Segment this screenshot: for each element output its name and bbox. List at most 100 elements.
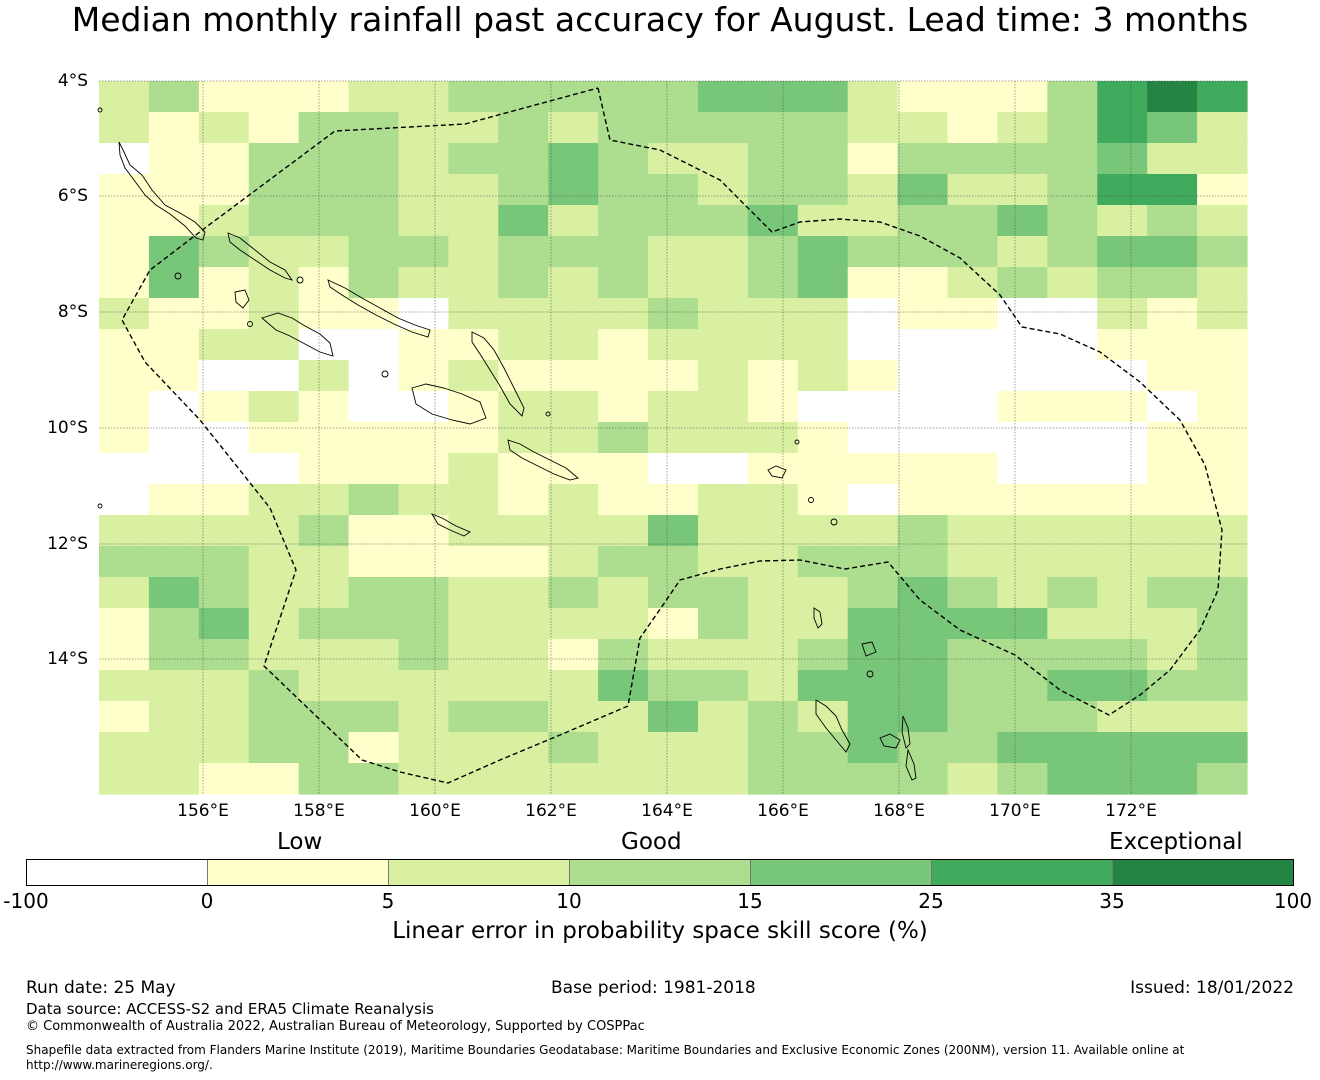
skill-cell	[498, 546, 549, 578]
skill-cell	[99, 763, 150, 795]
skill-cell	[548, 422, 599, 454]
skill-cell	[1197, 763, 1248, 795]
skill-cell	[648, 391, 699, 423]
skill-cell	[348, 391, 400, 423]
skill-cell	[947, 205, 999, 237]
skill-cell	[697, 670, 749, 702]
skill-cell	[797, 732, 849, 764]
skill-cell	[997, 608, 1048, 640]
skill-cell	[747, 484, 799, 516]
data-source: Data source: ACCESS-S2 and ERA5 Climate …	[26, 1000, 434, 1018]
skill-cell	[598, 763, 649, 795]
skill-cell	[298, 608, 350, 640]
skill-cell	[1197, 670, 1248, 702]
skill-cell	[1147, 298, 1198, 330]
skill-cell	[648, 515, 699, 547]
skill-cell	[148, 267, 200, 299]
skill-cell	[248, 422, 300, 454]
skill-cell	[1197, 81, 1248, 113]
skill-cell	[697, 732, 749, 764]
skill-cell	[498, 143, 549, 175]
skill-cell	[1147, 453, 1198, 485]
skill-cell	[797, 484, 849, 516]
skill-cell	[498, 112, 549, 144]
skill-cell	[99, 112, 150, 144]
skill-cell	[747, 577, 799, 609]
lat-label: 10°S	[47, 418, 88, 438]
skill-cell	[797, 639, 849, 671]
skill-cell	[498, 639, 549, 671]
new-georgia-island	[261, 312, 334, 357]
lat-label: 8°S	[57, 302, 88, 322]
skill-cell	[1147, 174, 1198, 206]
skill-cell	[198, 763, 250, 795]
skill-cell	[448, 453, 499, 485]
skill-cell	[348, 546, 400, 578]
skill-cell	[248, 577, 300, 609]
malekula-island	[879, 733, 901, 749]
skill-cell	[248, 515, 300, 547]
skill-cell	[997, 484, 1048, 516]
skill-cell	[1197, 143, 1248, 175]
skill-cell	[598, 81, 649, 113]
colorbar-tick: 0	[200, 889, 214, 913]
skill-cell	[947, 112, 999, 144]
skill-cell	[99, 732, 150, 764]
banks-islands	[861, 641, 877, 657]
skill-cell	[198, 112, 250, 144]
skill-cell	[398, 298, 449, 330]
skill-cell	[648, 763, 699, 795]
colorbar-tick: 5	[381, 889, 395, 913]
skill-cell	[348, 174, 400, 206]
skill-cell	[1197, 453, 1248, 485]
skill-cell	[298, 639, 350, 671]
skill-cell	[1147, 546, 1198, 578]
skill-cell	[298, 484, 350, 516]
skill-cell	[947, 763, 999, 795]
lon-label: 160°E	[409, 801, 461, 821]
skill-cell	[648, 484, 699, 516]
skill-cell	[198, 360, 250, 392]
skill-map	[97, 80, 1248, 795]
skill-cell	[498, 484, 549, 516]
skill-cell	[99, 267, 150, 299]
skill-cell	[198, 639, 250, 671]
skill-cell	[648, 577, 699, 609]
skill-cell	[148, 453, 200, 485]
skill-cell	[148, 515, 200, 547]
skill-cell	[99, 484, 150, 516]
skill-cell	[248, 143, 300, 175]
skill-cell	[198, 515, 250, 547]
pentecost-island	[905, 748, 917, 781]
lat-label: 12°S	[47, 534, 88, 554]
skill-cell	[99, 701, 150, 733]
skill-cell	[548, 174, 599, 206]
skill-cell	[1047, 329, 1098, 361]
skill-cell	[797, 546, 849, 578]
skill-cell	[1097, 670, 1148, 702]
skill-cell	[1047, 391, 1098, 423]
colorbar	[26, 859, 1294, 886]
skill-cell	[398, 143, 449, 175]
lon-label: 168°E	[873, 801, 925, 821]
skill-cell	[598, 143, 649, 175]
skill-cell	[448, 391, 499, 423]
skill-cell	[398, 701, 449, 733]
skill-cell	[148, 701, 200, 733]
skill-cell	[498, 453, 549, 485]
skill-cell	[548, 701, 599, 733]
skill-cell	[448, 577, 499, 609]
rennell-island	[430, 513, 471, 537]
skill-cell	[548, 267, 599, 299]
legend-low-label: Low	[277, 829, 323, 855]
skill-cell	[648, 112, 699, 144]
skill-cell	[997, 391, 1048, 423]
skill-cell	[198, 143, 250, 175]
skill-cell	[348, 453, 400, 485]
skill-cell	[1097, 577, 1148, 609]
skill-cell	[198, 732, 250, 764]
skill-cell	[598, 298, 649, 330]
skill-cell	[648, 360, 699, 392]
skill-cell	[448, 732, 499, 764]
map-title: Median monthly rainfall past accuracy fo…	[71, 0, 1249, 39]
